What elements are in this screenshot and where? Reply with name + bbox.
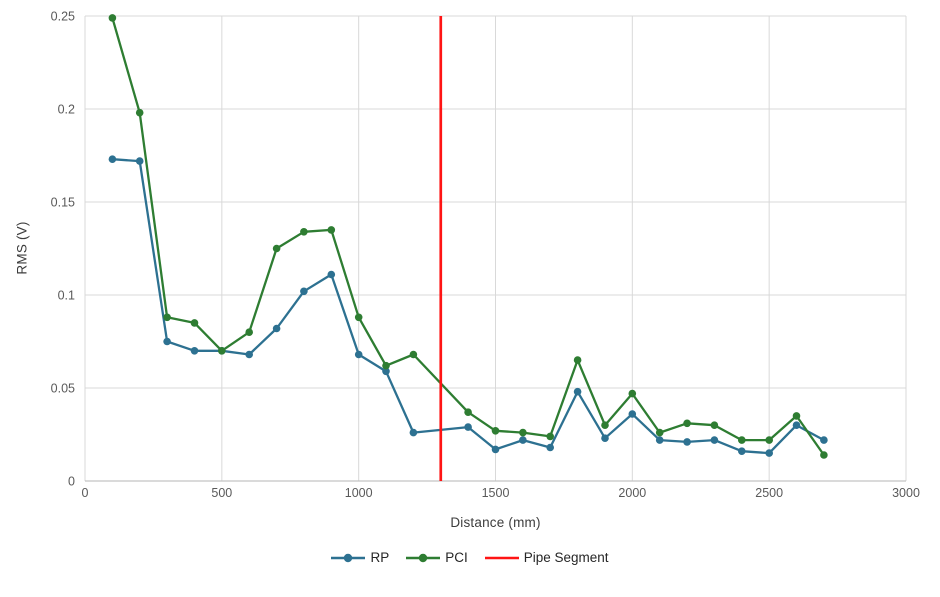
svg-text:1500: 1500 — [482, 486, 510, 500]
y-axis-title: RMS (V) — [14, 221, 30, 275]
svg-text:1000: 1000 — [345, 486, 373, 500]
svg-text:0.2: 0.2 — [58, 103, 75, 117]
svg-text:0: 0 — [82, 486, 89, 500]
pipe-segment-line-icon — [484, 556, 519, 559]
legend-item-rp: RP — [331, 550, 389, 565]
legend-item-pci: PCI — [406, 550, 468, 565]
svg-text:500: 500 — [211, 486, 232, 500]
svg-text:0.25: 0.25 — [51, 10, 75, 24]
svg-text:0.05: 0.05 — [51, 382, 75, 396]
legend: RP PCI Pipe Segment — [0, 550, 940, 565]
svg-text:0: 0 — [68, 475, 75, 489]
gridlines — [84, 15, 907, 482]
rp-series-line — [111, 158, 826, 455]
svg-text:0.1: 0.1 — [58, 289, 75, 303]
pci-series-markers — [108, 14, 828, 459]
y-tick-labels: 0 0.05 0.1 0.15 0.2 0.25 — [51, 10, 75, 489]
svg-text:0.15: 0.15 — [51, 196, 75, 210]
legend-label-rp: RP — [370, 550, 390, 565]
svg-text:3000: 3000 — [892, 486, 920, 500]
pci-line-marker-icon — [406, 553, 441, 562]
legend-label-pci: PCI — [445, 550, 468, 565]
pci-series-line — [111, 16, 826, 457]
legend-item-pipe-segment: Pipe Segment — [484, 550, 609, 565]
svg-text:2500: 2500 — [755, 486, 783, 500]
legend-label-pipe-segment: Pipe Segment — [523, 550, 609, 565]
x-tick-labels: 0 500 1000 1500 2000 2500 3000 — [82, 486, 920, 500]
rp-line-marker-icon — [331, 553, 366, 562]
svg-text:2000: 2000 — [618, 486, 646, 500]
x-axis-title: Distance (mm) — [450, 515, 541, 530]
